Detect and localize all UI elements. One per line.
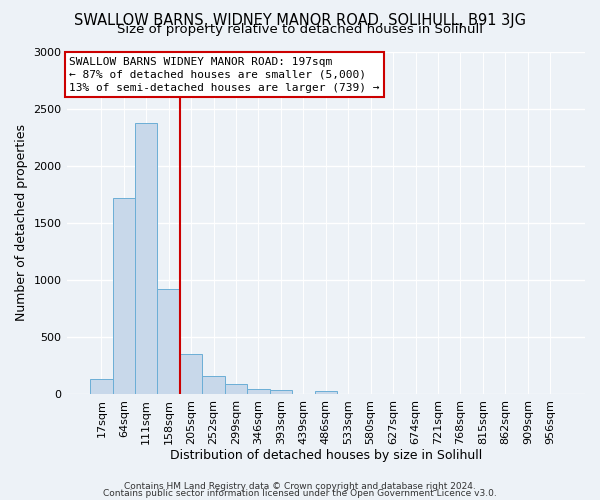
Bar	[247, 388, 269, 394]
Bar	[269, 390, 292, 394]
X-axis label: Distribution of detached houses by size in Solihull: Distribution of detached houses by size …	[170, 450, 482, 462]
Text: SWALLOW BARNS, WIDNEY MANOR ROAD, SOLIHULL, B91 3JG: SWALLOW BARNS, WIDNEY MANOR ROAD, SOLIHU…	[74, 12, 526, 28]
Text: SWALLOW BARNS WIDNEY MANOR ROAD: 197sqm
← 87% of detached houses are smaller (5,: SWALLOW BARNS WIDNEY MANOR ROAD: 197sqm …	[69, 56, 380, 93]
Bar	[180, 354, 202, 394]
Bar	[314, 390, 337, 394]
Bar	[113, 198, 135, 394]
Bar	[202, 376, 225, 394]
Bar	[157, 289, 180, 394]
Y-axis label: Number of detached properties: Number of detached properties	[15, 124, 28, 321]
Text: Size of property relative to detached houses in Solihull: Size of property relative to detached ho…	[117, 22, 483, 36]
Text: Contains HM Land Registry data © Crown copyright and database right 2024.: Contains HM Land Registry data © Crown c…	[124, 482, 476, 491]
Bar	[90, 379, 113, 394]
Bar	[135, 124, 157, 394]
Text: Contains public sector information licensed under the Open Government Licence v3: Contains public sector information licen…	[103, 489, 497, 498]
Bar	[225, 384, 247, 394]
